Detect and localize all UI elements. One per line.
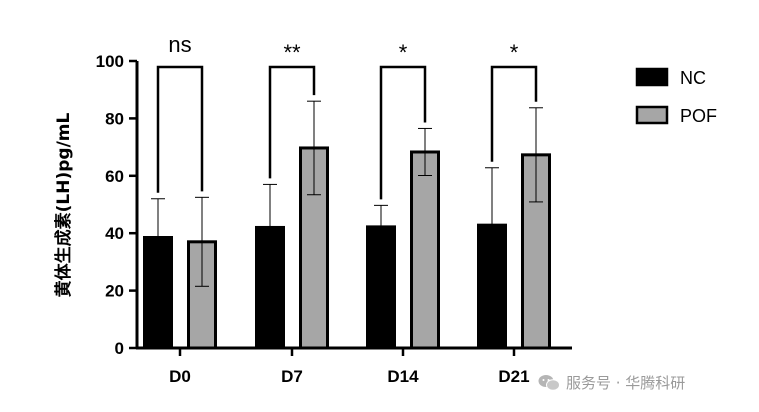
significance-bracket bbox=[490, 65, 538, 162]
y-tick-label: 80 bbox=[105, 109, 124, 128]
significance-brackets: ns ** * * bbox=[156, 32, 538, 200]
watermark-text: 服务号 · 华腾科研 bbox=[566, 374, 686, 392]
significance-label: * bbox=[510, 40, 519, 65]
significance-bracket bbox=[268, 65, 316, 179]
x-tick-label: D21 bbox=[498, 367, 529, 386]
x-tick-label: D0 bbox=[169, 367, 191, 386]
y-tick-label: 100 bbox=[96, 52, 124, 71]
significance-bracket bbox=[156, 65, 204, 193]
y-tick-label: 40 bbox=[105, 224, 124, 243]
bars bbox=[143, 146, 551, 350]
bar-pof bbox=[410, 150, 440, 350]
legend: NC POF bbox=[635, 67, 717, 126]
y-tick-label: 60 bbox=[105, 167, 124, 186]
wechat-icon bbox=[538, 374, 560, 392]
error-bars bbox=[151, 100, 543, 287]
bar-nc bbox=[477, 223, 507, 350]
x-tick-label: D14 bbox=[387, 367, 419, 386]
significance-bracket bbox=[379, 65, 427, 200]
bar-pof bbox=[299, 146, 329, 350]
significance-label: ns bbox=[168, 32, 191, 57]
legend-label-pof: POF bbox=[680, 106, 717, 126]
significance-label: * bbox=[399, 40, 408, 65]
y-axis-label: 黄体生成素(LH)pg/mL bbox=[53, 112, 74, 297]
legend-swatch-nc bbox=[635, 67, 669, 87]
legend-label-nc: NC bbox=[680, 68, 706, 88]
y-tick-label: 0 bbox=[115, 339, 124, 358]
legend-swatch-pof bbox=[635, 105, 669, 125]
watermark: 服务号 · 华腾科研 bbox=[538, 372, 685, 393]
x-tick-label: D7 bbox=[281, 367, 303, 386]
significance-label: ** bbox=[283, 40, 301, 65]
y-tick-label: 20 bbox=[105, 282, 124, 301]
